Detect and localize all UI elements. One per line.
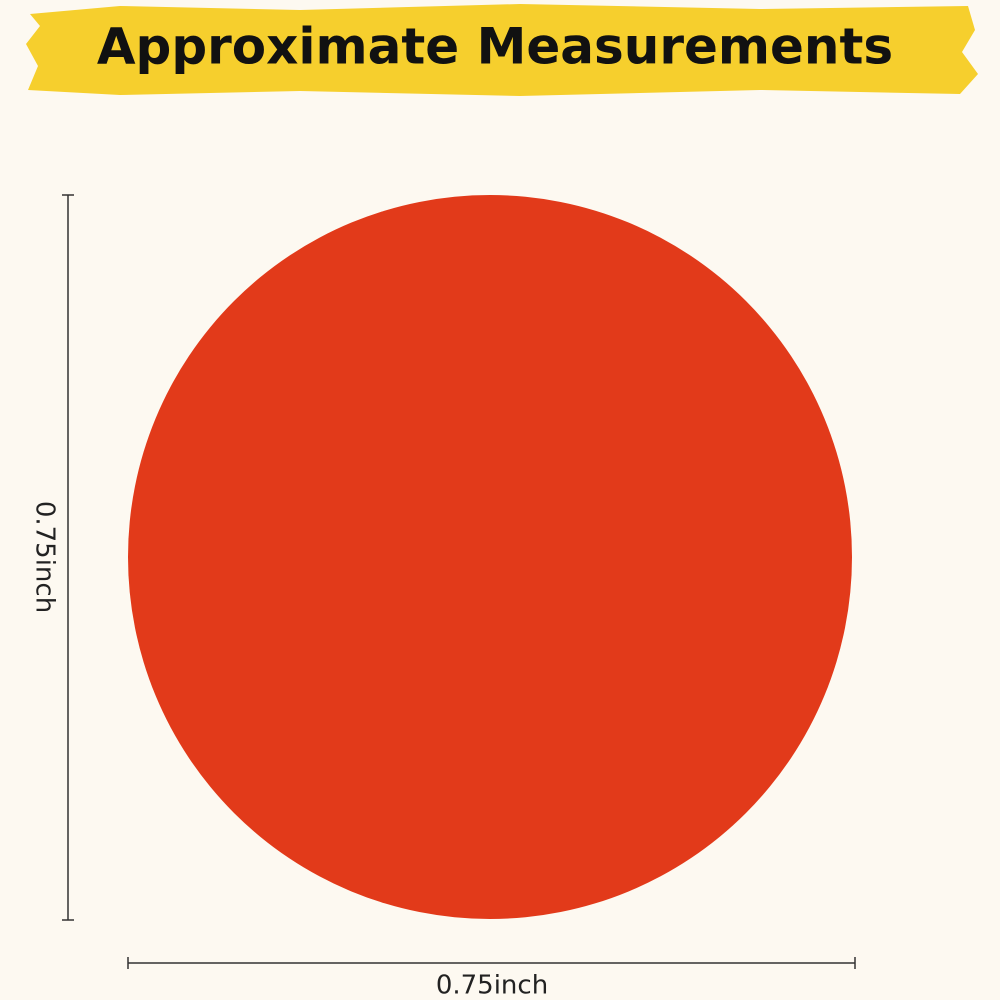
red-dot [128,195,852,919]
width-dimension: 0.75inch [127,957,856,1000]
height-dimension: 0.75inch [30,194,74,921]
title: Approximate Measurements [97,18,893,76]
width-label: 0.75inch [436,971,548,1000]
title-banner [26,4,978,96]
height-label: 0.75inch [30,501,60,613]
